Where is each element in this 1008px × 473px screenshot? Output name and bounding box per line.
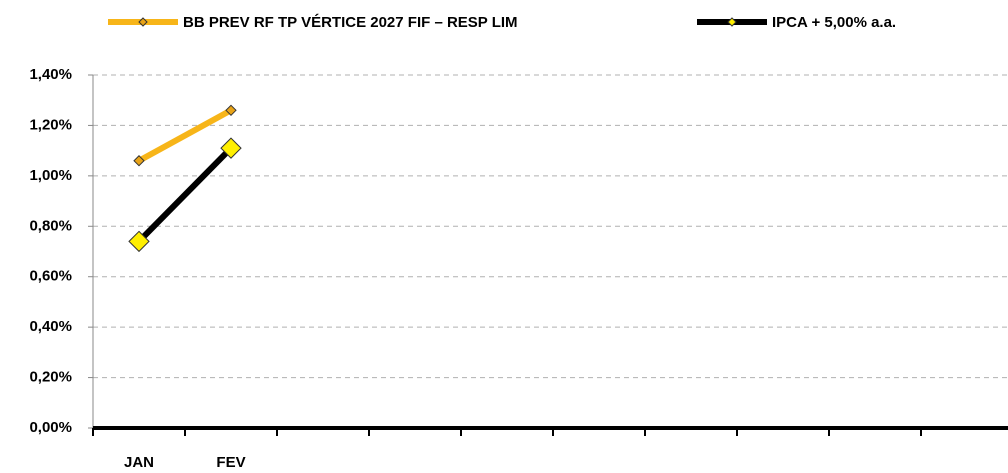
- legend-label: BB PREV RF TP VÉRTICE 2027 FIF – RESP LI…: [183, 14, 518, 31]
- series-line: [137, 107, 233, 164]
- x-tick-label: JAN: [124, 454, 154, 471]
- y-tick-label: 1,40%: [29, 66, 72, 83]
- legend-label: IPCA + 5,00% a.a.: [772, 14, 896, 31]
- legend-marker: [727, 17, 737, 27]
- y-tick-label: 0,80%: [29, 217, 72, 234]
- point-marker: [225, 104, 237, 117]
- x-tick-label: FEV: [216, 454, 245, 471]
- y-tick-label: 0,60%: [29, 268, 72, 285]
- legend-marker: [138, 17, 148, 27]
- y-tick-label: 0,20%: [29, 369, 72, 386]
- series-line: [136, 146, 234, 244]
- y-tick-label: 1,20%: [29, 116, 72, 133]
- point-marker: [133, 155, 145, 167]
- y-tick-label: 0,40%: [29, 318, 72, 335]
- point-marker: [128, 230, 150, 253]
- point-marker: [220, 137, 242, 159]
- y-tick-label: 0,00%: [29, 419, 72, 436]
- y-tick-label: 1,00%: [29, 167, 72, 184]
